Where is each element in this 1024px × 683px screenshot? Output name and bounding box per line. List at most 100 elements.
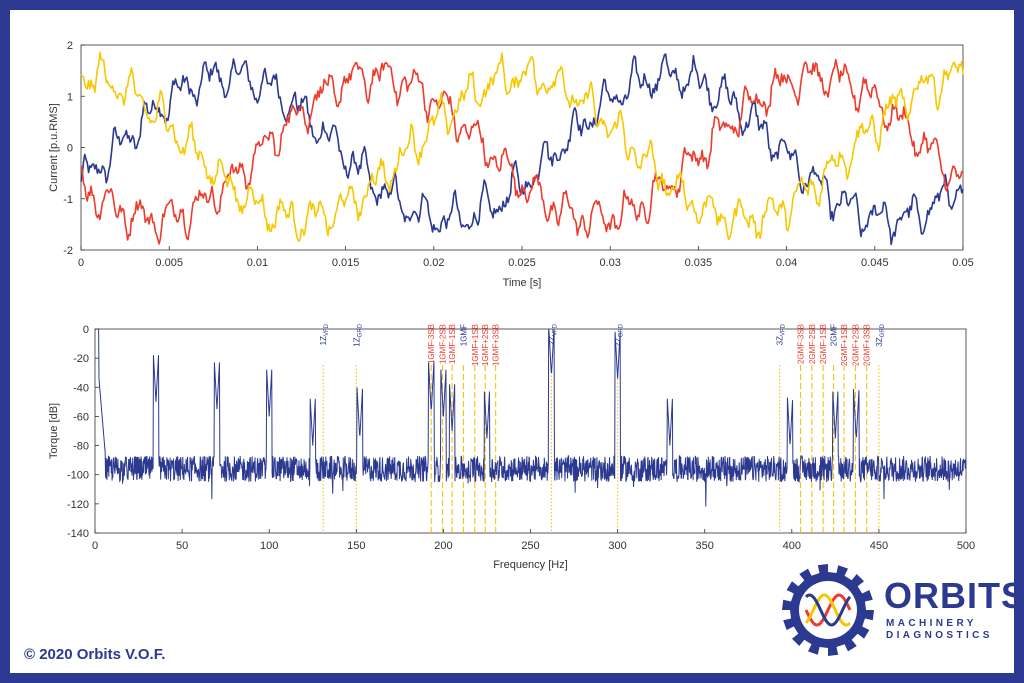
spectrum-y-tick-label: -80 (73, 441, 89, 453)
time-x-tick-label: 0.03 (599, 257, 620, 269)
marker-label-main: 1GMF (459, 324, 468, 346)
time-x-tick-label: 0.025 (508, 257, 536, 269)
time-x-tick-label: 0.015 (332, 257, 360, 269)
marker-label-main: 1GMF+1SB (471, 324, 480, 366)
current-series-line (80, 51, 964, 242)
marker-label: 2GMF+3SB (863, 324, 872, 366)
marker-label-main: 2GMF+3SB (863, 324, 872, 366)
marker-label: 2GMF (830, 324, 839, 346)
marker-label: 2GMF+2SB (851, 324, 860, 366)
marker-label-main: 3Z (776, 336, 785, 345)
spectrum-y-tick-label: -120 (67, 499, 89, 511)
spectrum-x-tick-label: 500 (957, 540, 975, 552)
marker-label-main: 1GMF-1SB (448, 324, 457, 364)
marker-label-main: 2Z (547, 336, 556, 345)
marker-label: 1GMF+3SB (492, 324, 501, 366)
marker-label: 2GMF+1SB (840, 324, 849, 366)
marker-label: 2GMF-1SB (819, 324, 828, 364)
spectrum-x-tick-label: 450 (870, 540, 888, 552)
spectrum-x-axis-label: Frequency [Hz] (493, 559, 568, 571)
time-y-axis-label: Current [p.u.RMS] (48, 103, 60, 192)
marker-label: 1GMF-1SB (448, 324, 457, 364)
marker-label-sub: VFD (324, 323, 330, 336)
marker-label: 3ZGRD (875, 323, 886, 346)
logo-wave (804, 593, 852, 627)
marker-label-main: 2GMF-2SB (808, 324, 817, 364)
spectrum-x-tick-label: 150 (347, 540, 365, 552)
marker-label: 1ZGRD (352, 323, 363, 346)
copyright-text: © 2020 Orbits V.O.F. (24, 646, 166, 663)
torque-spectrum-line (95, 328, 967, 507)
time-x-tick-label: 0.05 (952, 257, 973, 269)
time-x-tick-label: 0.02 (423, 257, 444, 269)
spectrum-y-tick-label: 0 (83, 324, 89, 336)
current-series-line (80, 58, 964, 245)
spectrum-y-tick-label: -100 (67, 470, 89, 482)
marker-label: 2GMF-3SB (797, 324, 806, 364)
time-x-axis-label: Time [s] (503, 277, 542, 289)
marker-label-main: 1GMF+3SB (492, 324, 501, 366)
spectrum-y-tick-label: -60 (73, 411, 89, 423)
marker-label-main: 2Z (614, 337, 623, 346)
marker-label-sub: GRD (357, 323, 363, 337)
marker-label: 2GMF-2SB (808, 324, 817, 364)
spectrum-x-tick-label: 350 (696, 540, 714, 552)
time-x-tick-label: 0 (78, 257, 84, 269)
time-x-tick-label: 0.005 (155, 257, 183, 269)
marker-label-sub: VFD (552, 323, 558, 336)
time-x-tick-label: 0.01 (247, 257, 268, 269)
spectrum-x-tick-label: 0 (92, 540, 98, 552)
figure-frame (10, 10, 1014, 673)
marker-label-sub: GRD (619, 323, 625, 337)
marker-label: 2ZGRD (614, 323, 625, 346)
marker-label: 2ZVFD (547, 323, 558, 345)
time-x-tick-label: 0.035 (685, 257, 713, 269)
time-y-tick-label: 2 (67, 40, 73, 52)
spectrum-y-tick-label: -20 (73, 353, 89, 365)
logo-wave (804, 593, 852, 627)
logo-subtitle-diagnostics: DIAGNOSTICS (886, 630, 993, 641)
marker-label: 3ZVFD (776, 323, 787, 345)
spectrum-y-tick-label: -140 (67, 528, 89, 540)
marker-label-main: 2GMF (830, 324, 839, 346)
spectrum-y-axis-label: Torque [dB] (48, 403, 60, 459)
time-y-tick-label: -1 (63, 194, 73, 206)
orbits-logo-icon (782, 564, 874, 656)
marker-label: 1ZVFD (319, 323, 330, 345)
spectrum-y-tick-label: -40 (73, 382, 89, 394)
marker-label-main: 1Z (319, 336, 328, 345)
marker-label-main: 3Z (875, 337, 884, 346)
marker-label-sub: VFD (781, 323, 787, 336)
spectrum-x-tick-label: 100 (260, 540, 278, 552)
logo-title: ORBITS (884, 575, 1024, 616)
marker-label-main: 2GMF-3SB (797, 324, 806, 364)
time-x-tick-label: 0.04 (776, 257, 797, 269)
time-y-tick-label: 1 (67, 91, 73, 103)
marker-label: 1GMF+1SB (471, 324, 480, 366)
time-current-chart: 0 0.005 0.01 0.015 0.02 0.025 0.03 0.035 0.04 0.0… (48, 40, 974, 289)
marker-label: 1GMF+2SB (481, 324, 490, 366)
marker-label-main: 1GMF-2SB (439, 324, 448, 364)
marker-label-sub: GRD (880, 323, 886, 337)
time-y-tick-label: -2 (63, 245, 73, 257)
marker-label-main: 1GMF+2SB (481, 324, 490, 366)
spectrum-x-tick-label: 250 (521, 540, 539, 552)
logo-wave (804, 593, 852, 627)
marker-label: 1GMF (459, 324, 468, 346)
marker-label-main: 1GMF-3SB (427, 324, 436, 364)
logo-subtitle-machinery: MACHINERY (886, 618, 977, 629)
marker-label: 1GMF-3SB (427, 324, 436, 364)
time-y-tick-label: 0 (67, 143, 73, 155)
spectrum-x-tick-label: 50 (176, 540, 188, 552)
spectrum-x-tick-label: 200 (434, 540, 452, 552)
marker-label-main: 1Z (352, 337, 361, 346)
time-x-tick-label: 0.045 (861, 257, 889, 269)
spectrum-x-tick-label: 300 (608, 540, 626, 552)
marker-label-main: 2GMF-1SB (819, 324, 828, 364)
spectrum-x-tick-label: 400 (783, 540, 801, 552)
marker-label-main: 2GMF+2SB (851, 324, 860, 366)
marker-label: 1GMF-2SB (439, 324, 448, 364)
marker-label-main: 2GMF+1SB (840, 324, 849, 366)
